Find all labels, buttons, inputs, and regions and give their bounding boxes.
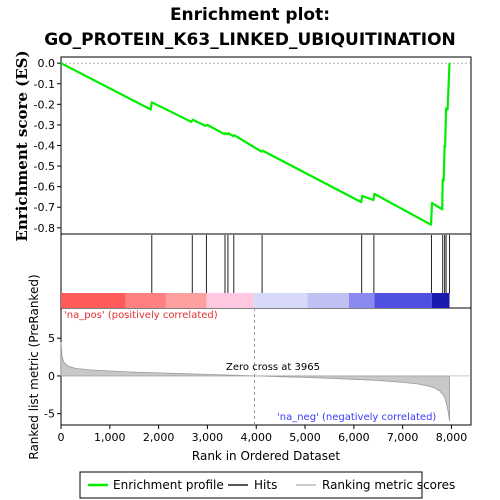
ranked-ytick-label: 0 — [48, 370, 55, 383]
es-ytick-label: 0.0 — [38, 57, 56, 70]
xtick-label: 1,000 — [94, 431, 126, 444]
es-ytick-label: -0.3 — [34, 119, 55, 132]
es-ytick-label: -0.4 — [34, 140, 55, 153]
ranked-ytick-label: -5 — [44, 408, 55, 421]
es-ytick-label: -0.6 — [34, 181, 55, 194]
ranked-ylabel: Ranked list metric (PreRanked) — [27, 274, 41, 459]
xtick-label: 5,000 — [289, 431, 321, 444]
legend: Enrichment profile Hits Ranking metric sco… — [88, 478, 455, 492]
heatmap-segment — [431, 293, 450, 308]
heatmap-segment — [165, 293, 207, 308]
heatmap-segment — [125, 293, 166, 308]
heatmap-segment — [374, 293, 432, 308]
ranked-ytick-label: 5 — [48, 332, 55, 345]
legend-label: Enrichment profile — [113, 478, 224, 492]
x-axis: 0 1,000 2,000 3,000 4,000 5,000 6,000 7,000 8,00… — [58, 425, 468, 444]
es-ytick-label: -0.2 — [34, 98, 55, 111]
heatmap-segment — [348, 293, 375, 308]
es-panel-frame — [60, 56, 472, 235]
chart-title-line2: GO_PROTEIN_K63_LINKED_UBIQUITINATION — [44, 30, 456, 50]
es-ytick-label: -0.8 — [34, 222, 55, 235]
pos-correlated-label: 'na_pos' (positively correlated) — [64, 310, 218, 321]
xtick-label: 2,000 — [143, 431, 175, 444]
xtick-label: 7,000 — [387, 431, 419, 444]
x-axis-label: Rank in Ordered Dataset — [192, 449, 340, 463]
heatmap-segment — [61, 293, 126, 308]
neg-correlated-label: 'na_neg' (negatively correlated) — [277, 412, 436, 423]
heatmap-bar — [61, 293, 450, 308]
xtick-label: 8,000 — [436, 431, 468, 444]
xtick-label: 0 — [58, 431, 65, 444]
heatmap-segment — [307, 293, 349, 308]
es-ylabel: Enrichment score (ES) — [13, 50, 31, 241]
legend-box — [79, 471, 423, 499]
hits-panel — [151, 235, 451, 293]
heatmap-segment — [253, 293, 308, 308]
chart-title-line1: Enrichment plot: — [170, 5, 330, 25]
ranked-panel: 5 0 -5 — [44, 308, 471, 425]
legend-label: Hits — [254, 478, 277, 492]
xtick-label: 4,000 — [240, 431, 272, 444]
es-ytick-label: -0.5 — [34, 160, 55, 173]
es-ytick-label: -0.7 — [34, 201, 55, 214]
legend-label: Ranking metric scores — [322, 478, 455, 492]
es-series-line — [60, 62, 451, 226]
xtick-label: 3,000 — [192, 431, 224, 444]
es-ytick-label: -0.1 — [34, 78, 55, 91]
ranking-metric-area — [60, 341, 450, 422]
zero-cross-label: Zero cross at 3965 — [226, 362, 320, 373]
heatmap-segment — [206, 293, 254, 308]
ranked-panel-frame — [60, 307, 472, 426]
es-panel: 0.0 -0.1 -0.2 -0.3 -0.4 -0.5 -0.6 -0.7 -0.8 — [34, 57, 471, 235]
xtick-label: 6,000 — [338, 431, 370, 444]
